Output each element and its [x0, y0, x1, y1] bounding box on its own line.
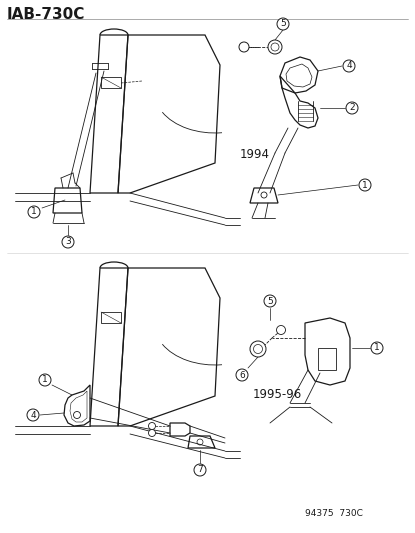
Text: IAB-730C: IAB-730C: [7, 7, 85, 22]
Circle shape: [236, 369, 248, 381]
Circle shape: [39, 374, 51, 386]
Text: 4: 4: [346, 61, 352, 70]
Text: 5: 5: [267, 296, 273, 305]
Circle shape: [359, 179, 371, 191]
Bar: [101, 312, 121, 323]
Text: 1: 1: [42, 376, 48, 384]
Text: 4: 4: [30, 410, 36, 419]
Circle shape: [346, 102, 358, 114]
Text: 94375  730C: 94375 730C: [305, 509, 363, 518]
Text: 7: 7: [197, 465, 203, 474]
Circle shape: [264, 295, 276, 307]
Bar: [318, 348, 336, 370]
Text: 1995-96: 1995-96: [253, 388, 302, 401]
Circle shape: [62, 236, 74, 248]
Text: 1: 1: [374, 343, 380, 352]
Circle shape: [149, 423, 156, 430]
Text: 1: 1: [362, 181, 368, 190]
Circle shape: [28, 206, 40, 218]
Text: 1: 1: [31, 207, 37, 216]
Bar: [101, 77, 121, 88]
Circle shape: [276, 326, 286, 335]
Text: 5: 5: [280, 20, 286, 28]
Text: 1994: 1994: [240, 148, 270, 161]
Circle shape: [194, 464, 206, 476]
Circle shape: [250, 341, 266, 357]
Circle shape: [268, 40, 282, 54]
Circle shape: [371, 342, 383, 354]
Circle shape: [149, 430, 156, 437]
Circle shape: [277, 18, 289, 30]
Text: 2: 2: [349, 103, 355, 112]
Circle shape: [239, 42, 249, 52]
Text: 3: 3: [65, 238, 71, 246]
Circle shape: [343, 60, 355, 72]
Circle shape: [27, 409, 39, 421]
Text: 6: 6: [239, 370, 245, 379]
